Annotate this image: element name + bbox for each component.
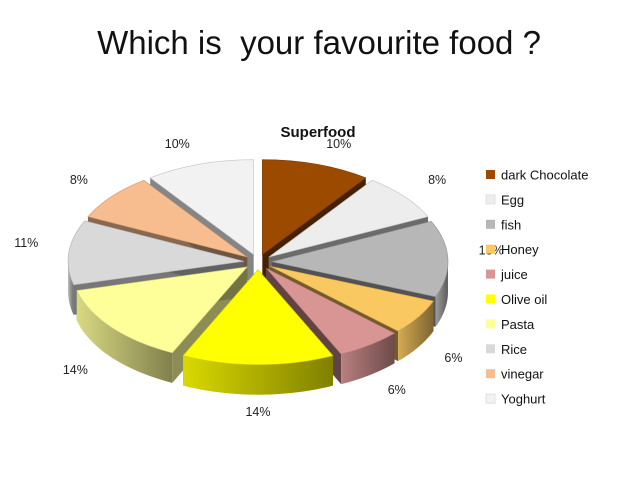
legend-label-juice: juice <box>500 267 528 282</box>
pct-label-yoghurt: 10% <box>165 137 190 151</box>
legend-label-egg: Egg <box>501 192 524 207</box>
legend-label-vinegar: vinegar <box>501 367 544 382</box>
pct-label-vinegar: 8% <box>70 173 88 187</box>
pct-label-dark-chocolate: 10% <box>326 137 351 151</box>
legend-label-olive-oil: Olive oil <box>501 292 547 307</box>
pct-label-rice: 11% <box>14 236 38 250</box>
legend-swatch-vinegar <box>486 369 495 379</box>
legend-swatch-egg <box>485 194 496 205</box>
legend-label-honey: Honey <box>501 242 539 257</box>
legend-swatch-pasta <box>486 319 495 329</box>
chart-title: Superfood <box>281 124 356 141</box>
pct-label-egg: 8% <box>428 173 446 187</box>
legend-label-dark-chocolate: dark Chocolate <box>501 168 588 183</box>
pct-label-pasta: 14% <box>63 363 88 377</box>
legend-swatch-fish <box>486 219 495 229</box>
legend-label-pasta: Pasta <box>501 317 535 332</box>
legend-label-yoghurt: Yoghurt <box>501 392 546 407</box>
legend-swatch-yoghurt <box>485 393 496 404</box>
legend: dark Chocolate Egg fish Honey juice Olive oil… <box>485 168 588 407</box>
pct-label-honey: 6% <box>444 351 462 365</box>
legend-swatch-honey <box>486 244 495 254</box>
pie-slices <box>67 159 449 395</box>
pct-label-juice: 6% <box>388 383 406 397</box>
legend-label-fish: fish <box>501 217 521 232</box>
legend-swatch-olive-oil <box>486 294 495 304</box>
legend-swatch-juice <box>486 269 495 279</box>
legend-swatch-dark-chocolate <box>486 170 495 179</box>
pie-slice-olive-oil <box>182 269 334 395</box>
legend-swatch-rice <box>486 344 495 354</box>
pct-label-olive-oil: 14% <box>245 405 270 419</box>
pie-labels: 10%8%13%6%6%14%14%11%8%10% <box>14 137 503 419</box>
legend-label-rice: Rice <box>501 342 527 357</box>
slide-title: Which is your favourite food ? <box>97 24 541 61</box>
